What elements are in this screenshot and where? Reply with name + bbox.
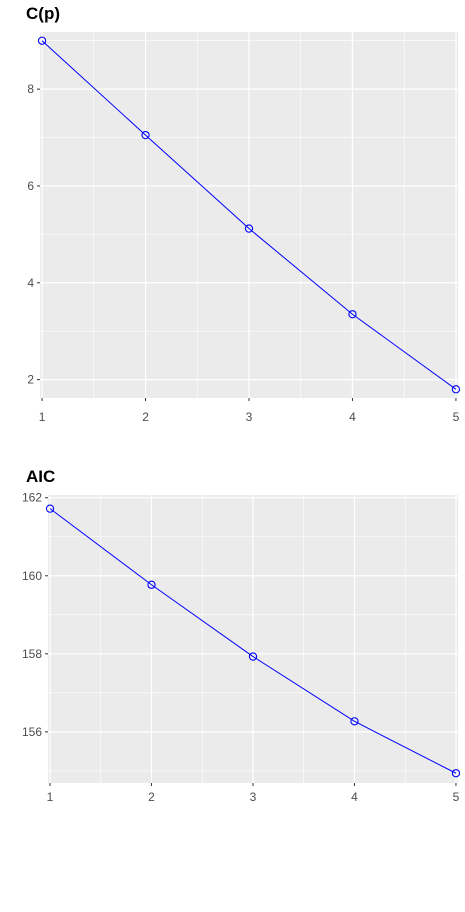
aic-x-tick-label: 5 — [453, 790, 460, 804]
cp-data-point — [141, 130, 150, 140]
cp-y-tick-label: 8 — [27, 82, 34, 96]
aic-x-tick-label: 3 — [250, 790, 257, 804]
cp-y-tick-label: 2 — [27, 373, 34, 387]
cp-data-point — [451, 385, 461, 394]
aic-x-tick-label: 1 — [47, 790, 54, 804]
aic-y-tick-label: 156 — [22, 725, 42, 739]
cp-x-tick-label: 3 — [246, 410, 253, 424]
aic-y-tick-label: 160 — [22, 569, 42, 583]
aic-data-point — [147, 580, 156, 589]
aic-data-point — [350, 717, 359, 726]
cp-y-tick-label: 4 — [27, 276, 34, 290]
cp-data-point — [37, 36, 47, 45]
aic-x-tick-label: 4 — [351, 790, 358, 804]
cp-data-point — [244, 224, 254, 233]
cp-x-tick-label: 4 — [349, 410, 356, 424]
cp-x-tick-label: 5 — [453, 410, 460, 424]
aic-chart-title: AIC — [26, 467, 56, 486]
aic-data-point — [451, 769, 461, 778]
aic-data-point — [45, 504, 55, 513]
cp-x-tick-label: 2 — [142, 410, 149, 424]
aic-x-tick-label: 2 — [148, 790, 155, 804]
cp-data-point — [348, 310, 357, 319]
aic-series-line — [49, 508, 457, 774]
aic-y-tick-label: 162 — [22, 491, 42, 505]
aic-y-tick-label: 158 — [22, 647, 42, 661]
cp-x-tick-label: 1 — [39, 410, 46, 424]
cp-series-line — [41, 40, 457, 390]
cp-chart-plot: 1 2 3 4 5 2 4 6 8 — [27, 32, 461, 424]
cp-chart-title: C(p) — [26, 4, 60, 23]
cp-chart: C(p) 1 2 3 4 5 2 4 6 8 — [0, 0, 465, 424]
aic-data-point — [248, 652, 258, 661]
cp-y-tick-label: 6 — [27, 179, 34, 193]
